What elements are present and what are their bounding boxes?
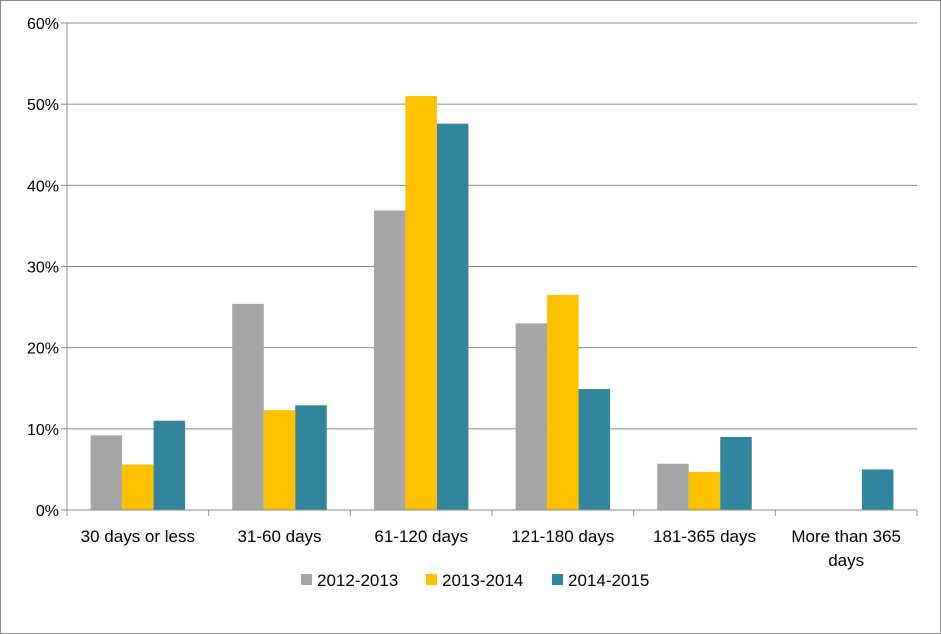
bar-2013-2014	[547, 294, 579, 510]
bar-2014-2015	[720, 436, 752, 510]
bar-2012-2013	[515, 323, 548, 510]
gridlines	[67, 22, 917, 430]
bar-2014-2015	[861, 469, 894, 510]
x-tick-label: 61-120 days	[374, 527, 468, 546]
y-tick-label: 40%	[27, 178, 59, 195]
bar-2013-2014	[688, 471, 721, 510]
y-tick-label: 30%	[27, 260, 59, 277]
y-tick-label: 20%	[27, 341, 59, 358]
y-tick-label: 0%	[36, 503, 59, 520]
bars	[90, 96, 894, 511]
x-tick-label: days	[828, 551, 864, 570]
legend-swatch	[552, 574, 563, 585]
y-tick-label: 10%	[27, 422, 59, 439]
legend-label: 2014-2015	[568, 571, 649, 590]
bar-2012-2013	[90, 435, 123, 510]
bar-2012-2013	[373, 210, 406, 510]
legend-label: 2012-2013	[317, 571, 398, 590]
bar-2013-2014	[405, 96, 437, 511]
y-tick-label: 60%	[27, 16, 59, 33]
bar-2012-2013	[232, 303, 264, 510]
x-axis: 30 days or less 31-60 days 61-120 days 121-…	[66, 509, 918, 570]
x-tick-label: 121-180 days	[511, 527, 614, 546]
y-tick-label: 50%	[27, 97, 59, 114]
bar-2014-2015	[436, 123, 469, 510]
bar-2014-2015	[153, 420, 186, 510]
x-tick-label: 31-60 days	[237, 527, 321, 546]
legend-swatch	[301, 574, 312, 585]
bar-2014-2015	[578, 389, 611, 510]
bar-2013-2014	[122, 464, 154, 510]
bar-2014-2015	[295, 405, 327, 510]
bar-2013-2014	[263, 410, 296, 510]
x-tick-label: 30 days or less	[81, 527, 195, 546]
bar-2012-2013	[657, 463, 689, 510]
legend: 2012-2013 2013-2014 2014-2015	[301, 571, 649, 590]
x-tick-label: More than 365	[791, 527, 901, 546]
y-axis: 0% 10% 20% 30% 40% 50% 60%	[27, 16, 68, 520]
legend-label: 2013-2014	[442, 571, 523, 590]
x-tick-label: 181-365 days	[653, 527, 756, 546]
legend-swatch	[426, 574, 437, 585]
